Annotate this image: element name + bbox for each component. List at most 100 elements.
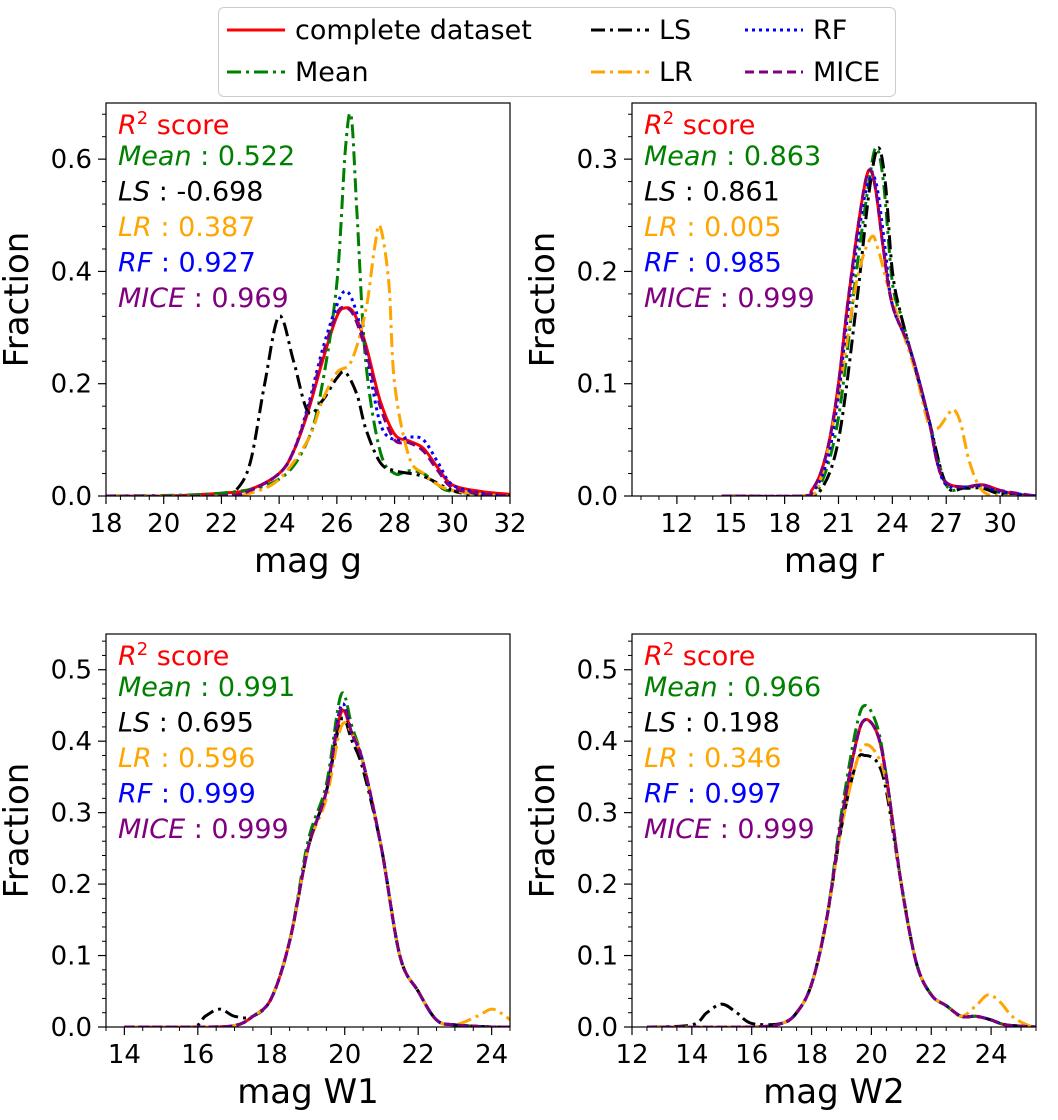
score-value: : 0.387 — [152, 212, 256, 243]
y-tick-label: 0.6 — [51, 145, 92, 175]
legend-label: Mean — [295, 56, 369, 88]
r2-score-word: score — [148, 110, 229, 141]
score-name: RF — [118, 779, 153, 810]
x-tick-label: 22 — [402, 1040, 435, 1070]
x-tick-label: 18 — [768, 509, 801, 539]
x-tick-label: 12 — [660, 509, 693, 539]
score-ls: LS : 0.861 — [644, 177, 780, 208]
score-value: : 0.927 — [152, 248, 256, 279]
legend-line-ls — [591, 28, 649, 32]
score-mean: Mean : 0.966 — [644, 672, 821, 703]
x-tick-label: 24 — [975, 1040, 1008, 1070]
y-tick-label: 0.2 — [51, 870, 92, 900]
x-tick-label: 20 — [855, 1040, 888, 1070]
series-line-rf — [106, 289, 510, 496]
series-line-mice — [721, 168, 1036, 496]
series-line-lr — [106, 223, 510, 496]
y-tick-label: 0.0 — [51, 482, 92, 512]
legend-label: LR — [659, 56, 693, 88]
series-line-ls — [106, 314, 510, 496]
y-tick-label: 0.3 — [577, 799, 618, 829]
x-tick-label: 14 — [108, 1040, 141, 1070]
score-mice: MICE : 0.999 — [118, 814, 289, 845]
score-value: : 0.695 — [150, 708, 254, 739]
score-value: : 0.346 — [678, 743, 782, 774]
y-tick-label: 0.0 — [577, 1013, 618, 1043]
score-mean: Mean : 0.863 — [644, 141, 821, 172]
score-name: LS — [644, 177, 676, 208]
score-mean: Mean : 0.522 — [118, 141, 295, 172]
chart-panel-3: 14 16 18 20 22 24 0.0 0.1 0.2 0.3 0.4 0.5 mag W1 Frac… — [0, 633, 511, 1112]
score-value: : 0.969 — [185, 283, 289, 314]
legend-label: MICE — [813, 56, 881, 88]
y-tick-label: 0.4 — [51, 257, 92, 287]
score-value: : 0.999 — [152, 779, 256, 810]
score-name: LR — [118, 743, 152, 774]
x-tick-label: 21 — [822, 509, 855, 539]
y-tick-label: 0.0 — [51, 1013, 92, 1043]
score-value: : 0.999 — [185, 814, 289, 845]
score-name: LS — [118, 708, 150, 739]
score-name: MICE — [118, 283, 185, 314]
x-tick-label: 32 — [493, 509, 526, 539]
score-lr: LR : 0.346 — [644, 743, 781, 774]
y-tick-label: 0.5 — [51, 656, 92, 686]
series-line-complete-dataset — [106, 306, 510, 496]
score-value: : 0.966 — [718, 672, 822, 703]
y-tick-label: 0.5 — [577, 656, 618, 686]
x-tick-label: 22 — [915, 1040, 948, 1070]
r2-superscript: 2 — [663, 639, 674, 660]
legend-item-lr: LR — [591, 54, 693, 90]
series-line-mice — [647, 718, 1036, 1027]
score-rf: RF : 0.999 — [118, 779, 256, 810]
legend-item-rf: RF — [745, 12, 847, 48]
legend-item-mice: MICE — [745, 54, 880, 90]
score-value: : 0.999 — [711, 814, 815, 845]
y-tick-label: 0.4 — [577, 727, 618, 757]
score-lr: LR : 0.387 — [118, 212, 255, 243]
x-tick-label: 16 — [181, 1040, 214, 1070]
x-tick-label: 18 — [795, 1040, 828, 1070]
score-name: RF — [644, 248, 679, 279]
legend-line-rf — [745, 28, 803, 32]
x-tick-label: 28 — [378, 509, 411, 539]
y-tick-label: 0.1 — [577, 942, 618, 972]
x-axis-label: mag r — [784, 541, 884, 581]
score-rf: RF : 0.997 — [644, 779, 782, 810]
y-axis-label: Fraction — [0, 232, 37, 368]
score-value: : 0.985 — [678, 248, 782, 279]
r2-score-title: R2 score — [118, 108, 229, 141]
score-value: : 0.198 — [676, 708, 780, 739]
x-tick-label: 20 — [328, 1040, 361, 1070]
score-name: MICE — [644, 283, 711, 314]
r2-superscript: 2 — [137, 639, 148, 660]
x-tick-label: 20 — [147, 509, 180, 539]
score-value: : 0.997 — [678, 779, 782, 810]
r2-score-word: score — [674, 641, 755, 672]
r2-score-title: R2 score — [644, 108, 755, 141]
y-axis-label: Fraction — [0, 763, 37, 899]
plot-frame — [631, 102, 1037, 497]
score-lr: LR : 0.005 — [644, 212, 781, 243]
legend-line-lr — [591, 70, 649, 74]
x-tick-label: 24 — [263, 509, 296, 539]
x-tick-label: 15 — [714, 509, 747, 539]
legend-label: complete dataset — [295, 14, 532, 46]
legend-line-complete-dataset — [227, 28, 285, 32]
score-name: Mean — [644, 141, 718, 172]
legend-line-mice — [745, 70, 803, 74]
r2-symbol: R — [118, 110, 137, 141]
r2-symbol: R — [644, 641, 663, 672]
score-name: MICE — [118, 814, 185, 845]
figure-legend: complete dataset Mean LS LR RF MICE — [218, 7, 896, 97]
series-group — [646, 704, 1036, 1027]
score-rf: RF : 0.927 — [118, 248, 256, 279]
score-mice: MICE : 0.969 — [118, 283, 289, 314]
x-tick-label: 18 — [89, 509, 122, 539]
plot-frame — [631, 633, 1037, 1028]
score-value: : 0.596 — [152, 743, 256, 774]
score-name: RF — [118, 248, 153, 279]
score-value: : 0.999 — [711, 283, 815, 314]
legend-item-mean: Mean — [227, 54, 369, 90]
